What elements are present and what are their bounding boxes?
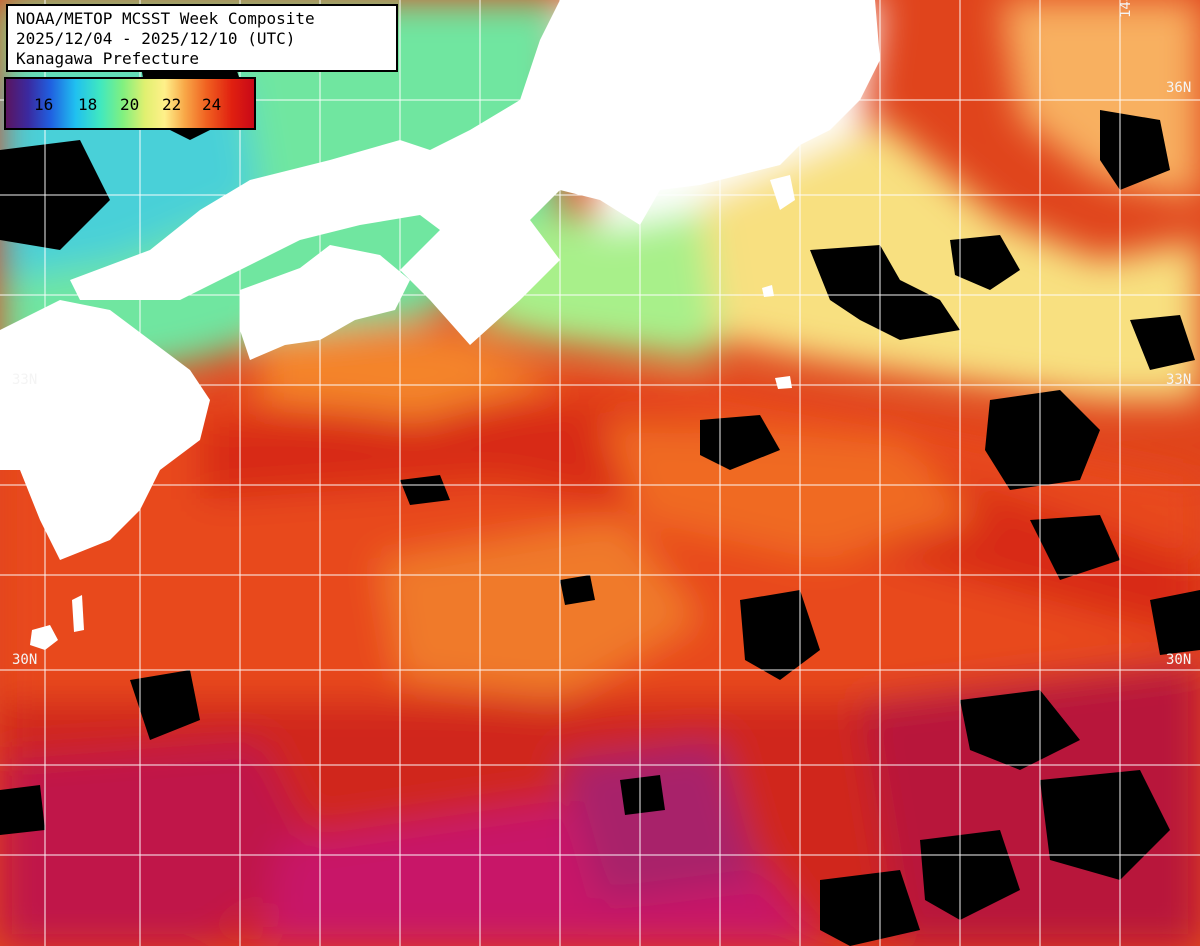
legend-tick-24: 24 [202, 95, 222, 114]
legend-tick-20: 20 [120, 95, 140, 114]
lat-label-30n-right: 30N [1166, 652, 1192, 668]
lat-label-33n-right: 33N [1166, 372, 1192, 388]
legend-tick-16: 16 [34, 95, 54, 114]
title-line-2: 2025/12/04 - 2025/12/10 (UTC) [16, 29, 296, 48]
lon-label-144e: 144E [1118, 0, 1134, 18]
title-line-3: Kanagawa Prefecture [16, 49, 200, 68]
title-box: NOAA/METOP MCSST Week Composite 2025/12/… [6, 4, 398, 72]
lat-label-30n-left: 30N [12, 652, 38, 668]
temperature-legend: 16 18 20 22 24 [4, 77, 256, 130]
cloud-mask [0, 50, 1200, 946]
title-line-1: NOAA/METOP MCSST Week Composite [16, 9, 315, 28]
land [0, 0, 880, 650]
lat-label-33n-left: 33N [12, 372, 38, 388]
legend-tick-22: 22 [162, 95, 182, 114]
lat-label-36n-right: 36N [1166, 80, 1192, 96]
legend-tick-18: 18 [78, 95, 98, 114]
